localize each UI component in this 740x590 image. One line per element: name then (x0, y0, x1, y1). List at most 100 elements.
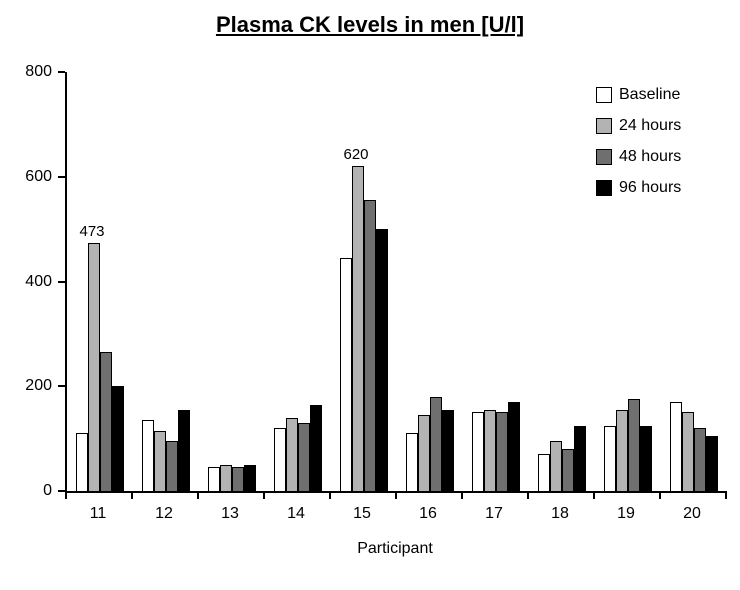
bar (706, 436, 718, 491)
bar (574, 425, 586, 491)
bar (100, 352, 112, 491)
bar (406, 433, 418, 491)
x-tick-label: 11 (89, 505, 107, 522)
bar-group (529, 72, 595, 491)
bar (670, 401, 682, 491)
bar-group (463, 72, 529, 491)
bar (298, 422, 310, 491)
bar (142, 420, 154, 491)
bar-group (595, 72, 661, 491)
legend-label: Baseline (619, 86, 681, 103)
legend-swatch (596, 180, 612, 196)
legend-label: 96 hours (619, 179, 682, 196)
x-tick-label: 19 (617, 505, 635, 522)
y-tick-mark (58, 175, 65, 178)
x-tick-mark (197, 493, 199, 499)
bar (694, 428, 706, 491)
x-tick-mark (659, 493, 661, 499)
y-tick-mark (58, 280, 65, 283)
legend-item: Baseline (596, 86, 681, 104)
y-tick-label: 600 (25, 167, 52, 185)
bar (640, 425, 652, 491)
bar (616, 409, 628, 491)
bar (484, 409, 496, 491)
bar (376, 229, 388, 491)
bar (340, 257, 352, 491)
x-tick-mark (461, 493, 463, 499)
x-axis-title: Participant (357, 540, 433, 557)
bar (88, 243, 100, 491)
x-tick-mark (725, 493, 727, 499)
x-tick-mark (329, 493, 331, 499)
bar-annotation: 473 (79, 223, 105, 241)
x-tick-mark (65, 493, 67, 499)
legend-label: 24 hours (619, 117, 682, 134)
bar-annotation: 620 (343, 146, 369, 164)
bar-group (199, 72, 265, 491)
legend-swatch (596, 87, 612, 103)
bar (244, 464, 256, 491)
y-tick-mark (58, 385, 65, 388)
legend-label: 48 hours (619, 148, 682, 165)
bar (274, 428, 286, 491)
x-tick-label: 20 (683, 505, 701, 522)
bar (154, 430, 166, 491)
bar-group (67, 72, 133, 491)
y-tick-mark (58, 71, 65, 73)
chart-title: Plasma CK levels in men [U/l] (215, 12, 525, 37)
y-tick-label: 200 (25, 377, 52, 395)
legend-item: 48 hours (596, 148, 681, 166)
x-tick-mark (131, 493, 133, 499)
bar (538, 454, 550, 491)
bar (550, 441, 562, 491)
bar (166, 441, 178, 491)
legend-item: 96 hours (596, 179, 681, 197)
bar (562, 449, 574, 491)
y-tick-label: 800 (25, 63, 52, 80)
x-tick-label: 12 (155, 505, 173, 522)
x-tick-label: 14 (287, 505, 305, 522)
x-tick-label: 16 (419, 505, 437, 522)
bar (310, 404, 322, 491)
legend-swatch (596, 149, 612, 165)
bar (232, 467, 244, 491)
bar (76, 433, 88, 491)
legend-swatch (596, 118, 612, 134)
x-tick-label: 15 (353, 505, 371, 522)
plot-area (65, 72, 727, 493)
x-tick-mark (593, 493, 595, 499)
bar-group (133, 72, 199, 491)
x-tick-mark (395, 493, 397, 499)
y-tick-label: 400 (25, 272, 52, 290)
bar (496, 412, 508, 491)
bar (352, 166, 364, 491)
x-tick-mark (263, 493, 265, 499)
bar (472, 412, 484, 491)
bar (430, 396, 442, 491)
bar (178, 409, 190, 491)
x-tick-label: 18 (551, 505, 569, 522)
x-tick-label: 13 (221, 505, 239, 522)
bar-group (265, 72, 331, 491)
x-tick-label: 17 (485, 505, 503, 522)
legend-item: 24 hours (596, 117, 681, 135)
bar (364, 200, 376, 491)
bar (508, 401, 520, 491)
legend: Baseline 24 hours 48 hours 96 hours (596, 86, 681, 210)
bar (112, 386, 124, 491)
y-tick-mark (58, 490, 65, 492)
x-tick-mark (527, 493, 529, 499)
bar (628, 399, 640, 491)
bar (286, 417, 298, 491)
y-tick-label: 0 (43, 482, 52, 499)
bar-group (331, 72, 397, 491)
bar (418, 415, 430, 491)
bar (682, 412, 694, 491)
bar-group (397, 72, 463, 491)
bar (220, 464, 232, 491)
bar (208, 467, 220, 491)
bar-group (661, 72, 727, 491)
bar (442, 409, 454, 491)
bar (604, 425, 616, 491)
